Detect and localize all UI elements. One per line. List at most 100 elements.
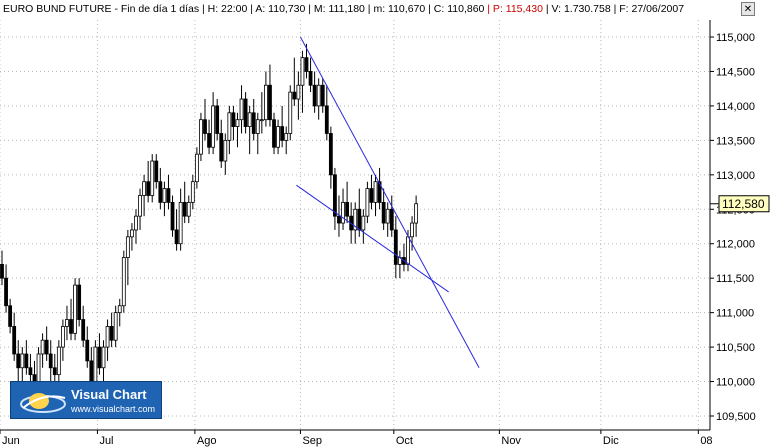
candle — [353, 202, 358, 244]
candle — [410, 216, 414, 251]
candle — [158, 167, 163, 210]
candle-body — [117, 305, 122, 314]
candle-body — [203, 119, 207, 134]
y-tick-label[interactable]: 111,000 — [716, 308, 754, 320]
candle-body — [381, 201, 386, 224]
y-tick-label[interactable]: 113,500 — [716, 135, 755, 147]
x-tick-label[interactable]: Ago — [197, 435, 217, 447]
candle-body — [320, 84, 325, 107]
close-chart-button[interactable]: ✕ — [741, 2, 755, 16]
candle — [337, 195, 341, 237]
header-instrument: EURO BUND FUTURE — [3, 3, 112, 15]
candle-body — [324, 105, 329, 134]
candle — [117, 298, 122, 327]
candle-body — [251, 112, 256, 134]
y-tick-label[interactable]: 111,500 — [716, 273, 754, 285]
candle — [146, 161, 151, 203]
candle — [263, 71, 268, 127]
candle — [194, 147, 199, 189]
candle-body — [77, 284, 82, 320]
y-tick-label[interactable]: 115,000 — [716, 32, 755, 44]
chart-header: EURO BUND FUTURE - Fin de día 1 días | H… — [3, 3, 684, 15]
candle — [61, 319, 65, 361]
y-tick-label[interactable]: 114,000 — [716, 101, 755, 113]
candle — [203, 99, 207, 141]
candle-body — [207, 133, 211, 148]
candle-body — [385, 208, 390, 224]
candle — [69, 298, 73, 341]
header-field-7: | F: 27/06/2007 — [611, 3, 685, 15]
visualchart-logo: Visual Chart www.visualchart.com — [10, 381, 162, 419]
candle — [259, 92, 264, 134]
trendline-lower[interactable] — [296, 184, 449, 293]
candle-body — [186, 201, 191, 217]
candle-body — [170, 201, 175, 231]
y-tick-label[interactable]: 113,000 — [716, 170, 755, 182]
trendline-upper[interactable] — [300, 36, 480, 369]
candle-body — [166, 188, 171, 203]
x-tick-label[interactable]: Sep — [302, 435, 322, 447]
candle-body — [263, 84, 268, 121]
candle — [24, 340, 29, 375]
candle-body — [337, 215, 341, 224]
candle — [211, 92, 216, 155]
candle — [377, 167, 382, 210]
header-field-0: | H: 22:00 — [202, 3, 247, 15]
candle-body — [178, 201, 183, 245]
candle-body — [16, 353, 21, 369]
candle — [85, 326, 90, 368]
candle-body — [130, 229, 134, 238]
x-tick-label[interactable]: Jul — [99, 435, 113, 447]
candle — [130, 223, 134, 251]
candle — [178, 188, 183, 251]
header-field-3: | m: 110,670 — [365, 3, 425, 15]
x-tick-label[interactable]: Jun — [2, 435, 20, 447]
last-price-marker: 112,580 — [710, 195, 770, 213]
x-tick-label[interactable]: Nov — [501, 435, 521, 447]
candle — [389, 195, 394, 237]
candle — [369, 174, 374, 210]
candle — [276, 119, 280, 155]
y-tick-label[interactable]: 109,500 — [716, 411, 756, 423]
candle — [138, 188, 142, 230]
x-tick-label[interactable]: Dic — [603, 435, 619, 447]
candle — [255, 112, 260, 155]
candle-body — [276, 126, 280, 148]
candle — [134, 209, 138, 244]
header-field-1: | A: 110,730 — [247, 3, 305, 15]
candle-body — [284, 133, 289, 141]
candle — [304, 43, 309, 79]
candle-body — [389, 208, 394, 231]
candle — [414, 195, 419, 237]
y-tick-label[interactable]: 112,000 — [716, 239, 755, 251]
x-tick-label[interactable]: Oct — [396, 435, 413, 447]
x-axis-ticks[interactable]: Jun Jul Ago Sep Oct Nov Dic 08 — [0, 430, 713, 447]
candle-body — [125, 236, 130, 258]
candle — [56, 340, 61, 382]
candle-body — [85, 339, 90, 362]
candle — [8, 298, 13, 334]
axes — [0, 20, 711, 431]
candle-body — [134, 215, 138, 231]
candle-body — [28, 367, 33, 376]
candle-body — [146, 181, 151, 196]
y-tick-label[interactable]: 114,500 — [716, 66, 755, 78]
candle-body — [24, 353, 29, 369]
header-field-6: | V: 1.730.758 — [543, 3, 611, 15]
header-field-2: | M: 111,180 — [305, 3, 365, 15]
candle-body — [61, 326, 65, 348]
candle — [300, 50, 305, 113]
candle-body — [182, 201, 187, 217]
candle — [154, 154, 159, 189]
candle — [182, 181, 187, 224]
candle-body — [154, 160, 159, 183]
header-fields: | H: 22:00 | A: 110,730 | M: 111,180 | m… — [202, 3, 684, 15]
y-tick-label[interactable]: 110,500 — [716, 342, 755, 354]
candle-body — [40, 339, 45, 355]
x-tick-label[interactable]: 08 — [700, 435, 712, 447]
candle — [296, 71, 301, 120]
y-axis-ticks[interactable]: 115,000114,500114,000113,500113,000112,5… — [710, 32, 756, 423]
candle-body — [174, 229, 179, 245]
candle — [284, 126, 289, 155]
y-tick-label[interactable]: 110,000 — [716, 377, 755, 389]
